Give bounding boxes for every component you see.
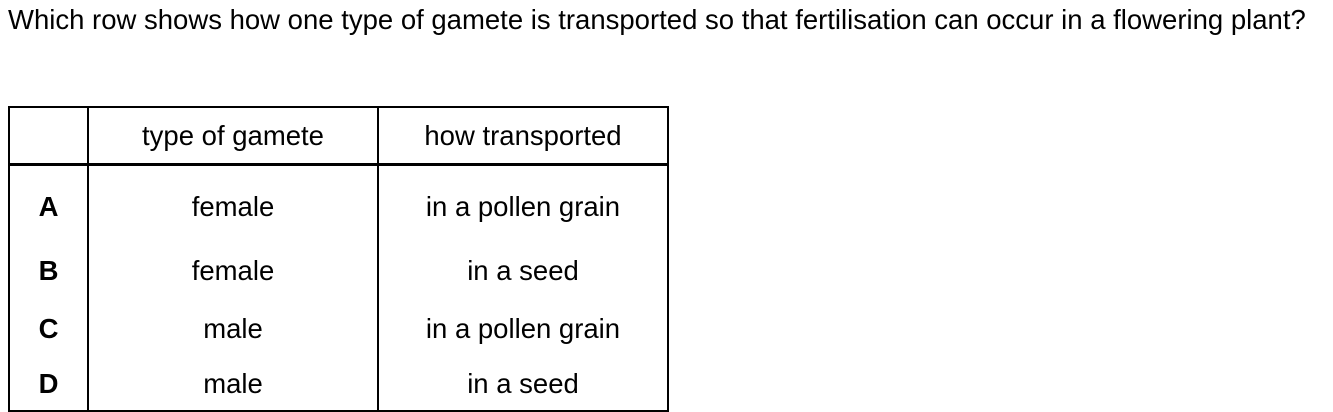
row-key: B [8, 242, 89, 300]
transport-cell: in a pollen grain [377, 300, 669, 358]
row-key: A [8, 164, 89, 242]
gamete-cell: male [87, 358, 379, 412]
table-header-row: type of gamete how transported [8, 106, 669, 166]
transport-cell: in a pollen grain [377, 164, 669, 242]
row-key: C [8, 300, 89, 358]
header-how-transported: how transported [377, 106, 669, 166]
transport-cell: in a seed [377, 358, 669, 412]
header-type-of-gamete: type of gamete [87, 106, 379, 166]
table-row: C male in a pollen grain [8, 300, 669, 358]
row-key: D [8, 358, 89, 412]
answer-table: type of gamete how transported A female … [8, 106, 669, 412]
header-key [8, 106, 89, 166]
table-row: B female in a seed [8, 242, 669, 300]
gamete-cell: female [87, 242, 379, 300]
question-text: Which row shows how one type of gamete i… [8, 4, 1306, 35]
gamete-cell: male [87, 300, 379, 358]
table-row: A female in a pollen grain [8, 164, 669, 242]
table-row: D male in a seed [8, 358, 669, 412]
gamete-cell: female [87, 164, 379, 242]
transport-cell: in a seed [377, 242, 669, 300]
